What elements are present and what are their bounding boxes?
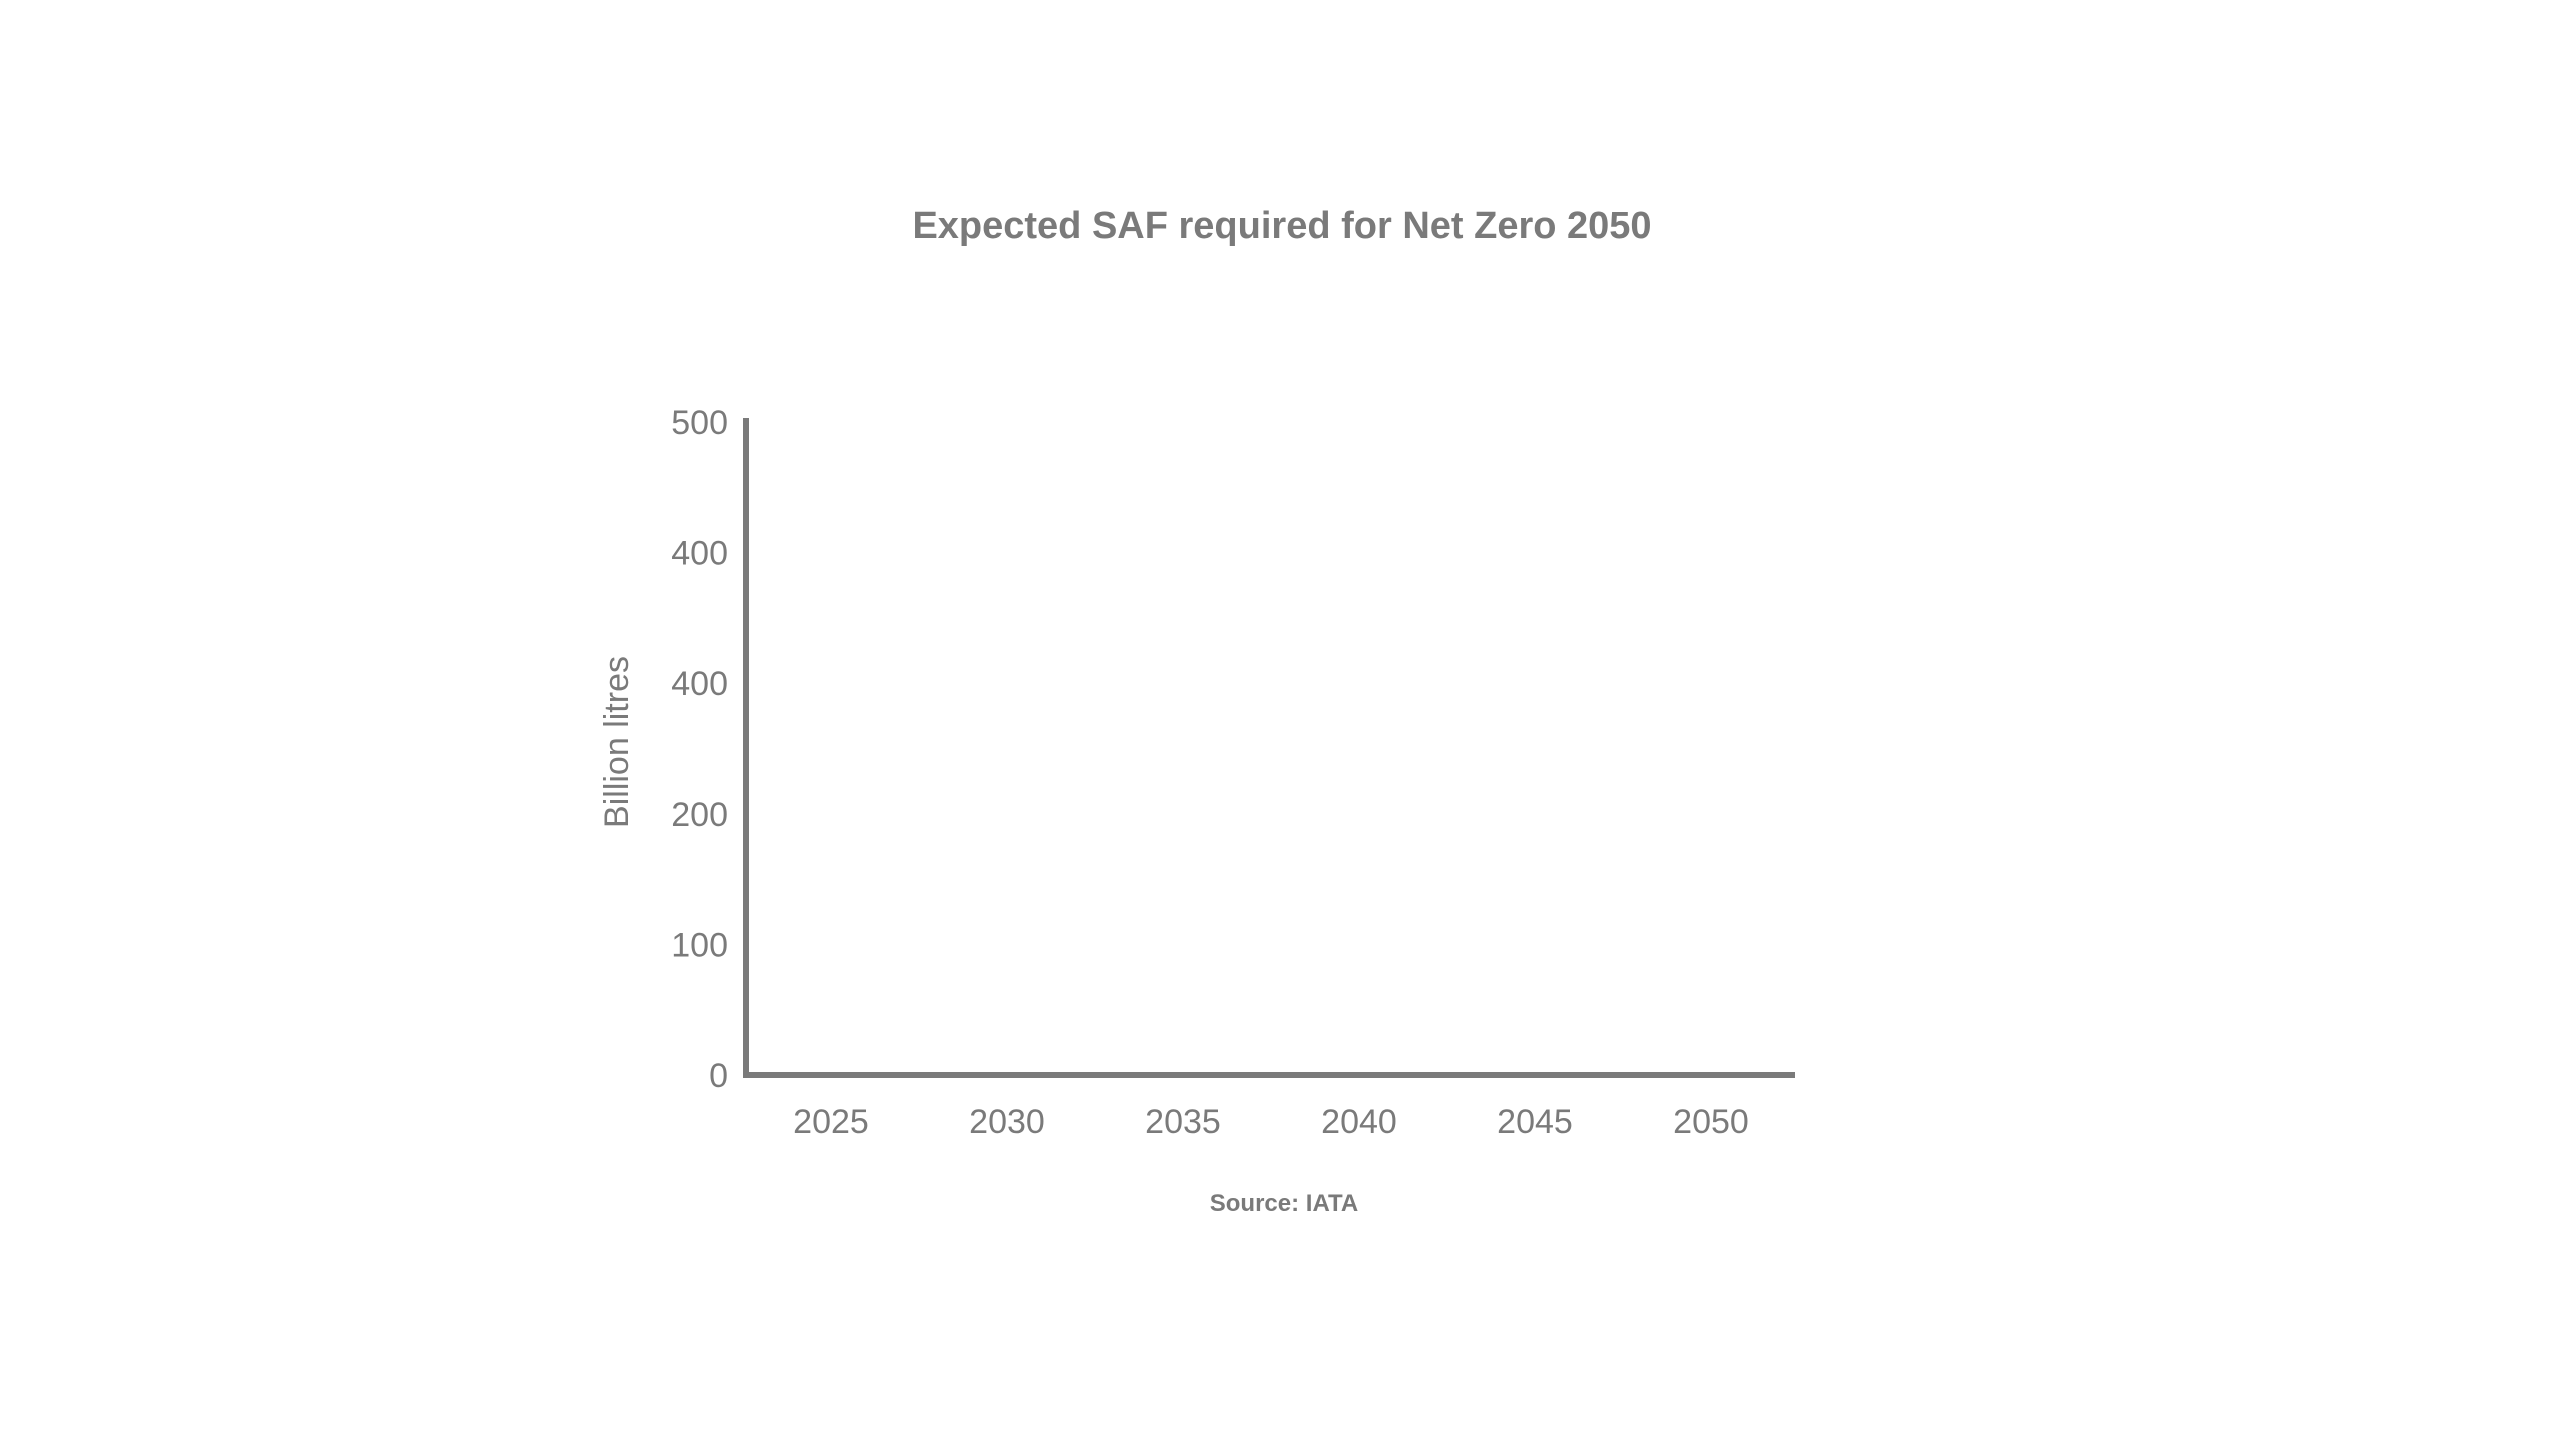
chart-title: Expected SAF required for Net Zero 2050 bbox=[912, 205, 1651, 247]
x-tick-label: 2030 bbox=[969, 1103, 1045, 1141]
x-tick-label: 2035 bbox=[1145, 1103, 1221, 1141]
y-axis-title: Billion litres bbox=[598, 656, 636, 828]
y-tick-label: 200 bbox=[671, 796, 728, 834]
y-tick-labels: 0 100 200 400 400 500 bbox=[671, 404, 728, 1095]
y-tick-label: 400 bbox=[671, 665, 728, 703]
x-tick-labels: 2025 2030 2035 2040 2045 2050 bbox=[793, 1103, 1749, 1141]
y-tick-label: 0 bbox=[709, 1057, 728, 1095]
source-note: Source: IATA bbox=[1210, 1190, 1358, 1217]
y-tick-label: 100 bbox=[671, 926, 728, 964]
x-tick-label: 2050 bbox=[1673, 1103, 1749, 1141]
x-tick-label: 2025 bbox=[793, 1103, 869, 1141]
y-tick-label: 400 bbox=[671, 535, 728, 573]
x-tick-label: 2040 bbox=[1321, 1103, 1397, 1141]
x-tick-label: 2045 bbox=[1497, 1103, 1573, 1141]
y-tick-label: 500 bbox=[671, 404, 728, 442]
